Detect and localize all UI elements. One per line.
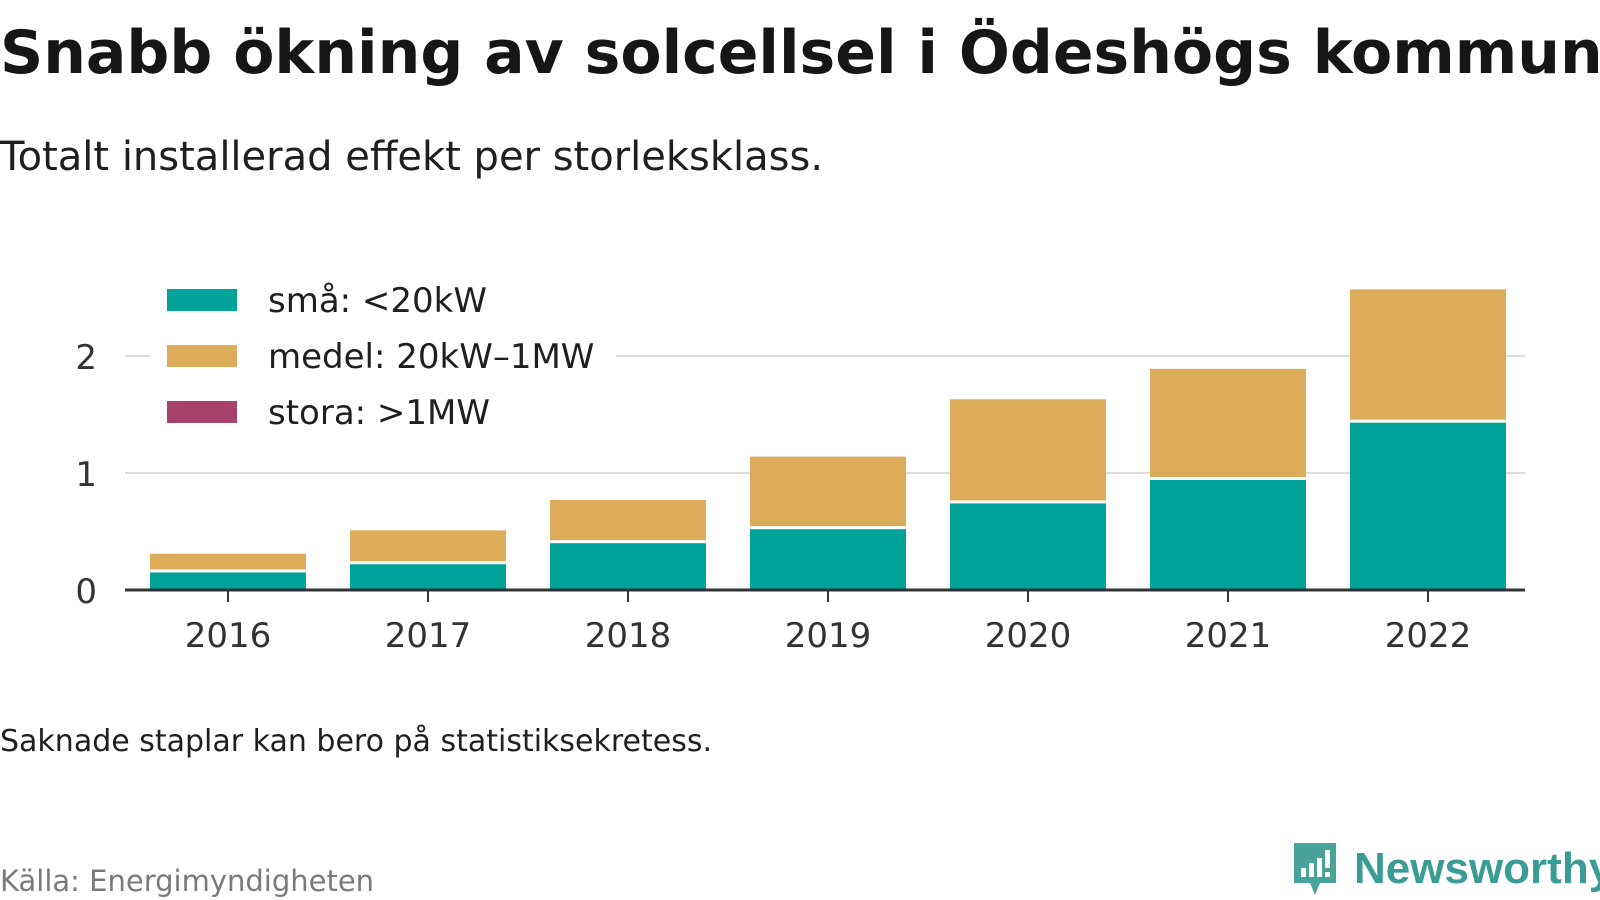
- y-tick-label: 1: [75, 455, 97, 495]
- bar-segment: [950, 503, 1106, 590]
- bar-segment: [150, 553, 306, 570]
- bar-segment: [1350, 422, 1506, 590]
- bar-segment: [1350, 289, 1506, 420]
- y-tick-label: 2: [75, 338, 97, 378]
- bar-segment: [350, 530, 506, 562]
- newsworthy-logo-icon: [1294, 843, 1336, 895]
- brand-logo[interactable]: Newsworthy: [1290, 838, 1600, 900]
- bar-segment: [950, 399, 1106, 501]
- footnote: Saknade staplar kan bero på statistiksek…: [0, 724, 713, 759]
- bar-segment: [750, 456, 906, 527]
- bar-segment: [550, 499, 706, 541]
- brand-name: Newsworthy: [1354, 844, 1600, 893]
- x-tick-label: 2020: [985, 616, 1072, 656]
- x-tick-label: 2019: [785, 616, 872, 656]
- bar-segment: [1150, 480, 1306, 590]
- legend-label: stora: >1MW: [268, 393, 490, 433]
- source-text: Källa: Energimyndigheten: [0, 864, 375, 898]
- y-tick-label: 0: [75, 572, 97, 612]
- bar-segment: [150, 572, 306, 590]
- x-tick-label: 2022: [1385, 616, 1472, 656]
- chart-title: Snabb ökning av solcellsel i Ödeshögs ko…: [0, 18, 1600, 88]
- bar-segment: [350, 564, 506, 590]
- bar-segment: [1150, 368, 1306, 478]
- legend-label: små: <20kW: [268, 281, 487, 321]
- x-tick-label: 2021: [1185, 616, 1272, 656]
- chart-subtitle: Totalt installerad effekt per storlekskl…: [0, 134, 824, 180]
- x-tick-label: 2018: [585, 616, 672, 656]
- legend-swatch: [167, 289, 237, 311]
- legend-label: medel: 20kW–1MW: [268, 337, 594, 377]
- x-tick-label: 2017: [385, 616, 472, 656]
- bar-segment: [750, 529, 906, 590]
- x-tick-label: 2016: [185, 616, 272, 656]
- legend-swatch: [167, 345, 237, 367]
- bar-segment: [550, 543, 706, 590]
- legend-swatch: [167, 401, 237, 423]
